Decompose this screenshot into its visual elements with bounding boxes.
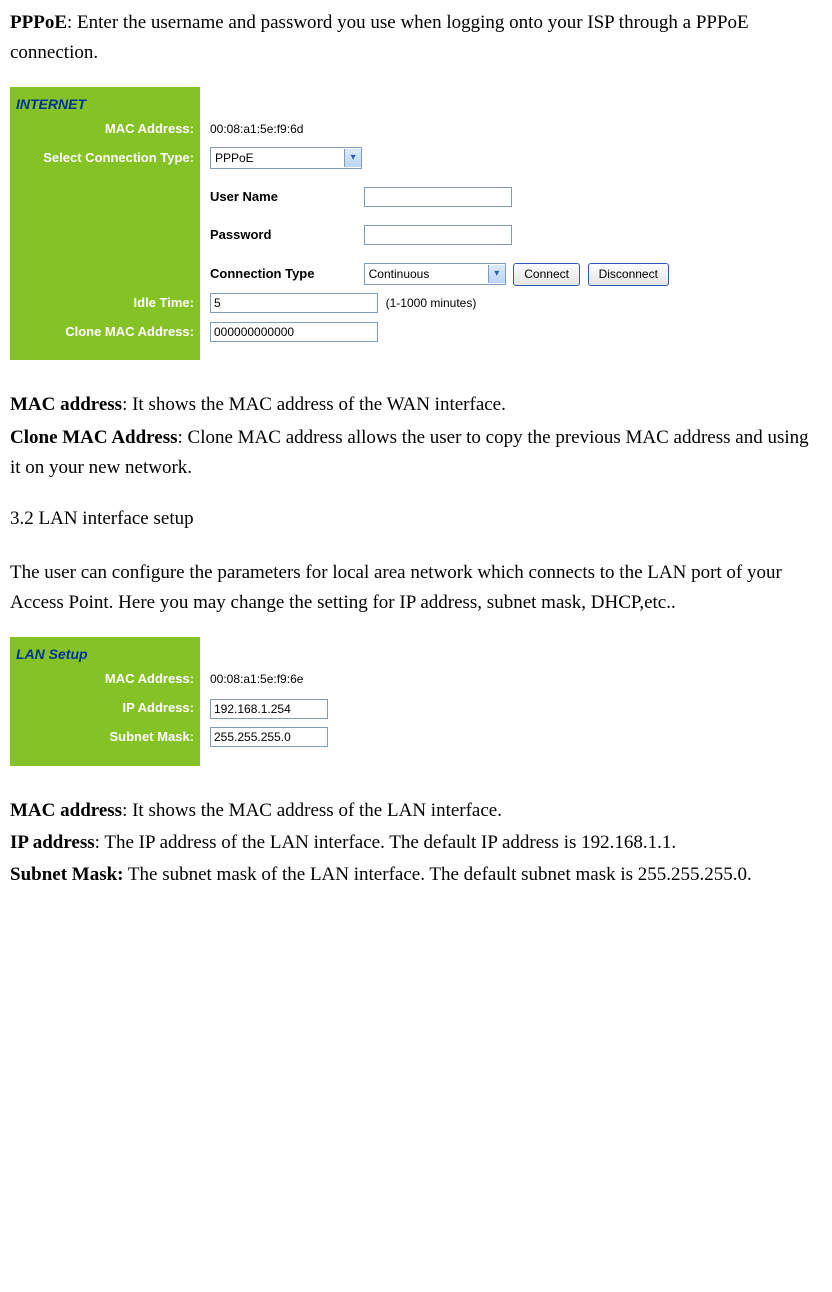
lan-section-para: The user can configure the parameters fo… (10, 558, 822, 619)
lan-ip-label: IP Address: (10, 694, 200, 723)
lan-mask-input[interactable] (210, 727, 328, 747)
lan-heading: LAN Setup (10, 637, 200, 665)
lan-section-heading: 3.2 LAN interface setup (10, 504, 822, 534)
clone-mac-input[interactable] (210, 322, 378, 342)
password-label: Password (210, 225, 360, 246)
username-label: User Name (210, 187, 360, 208)
lan-panel: LAN Setup MAC Address: 00:08:a1:5e:f9:6e… (10, 637, 338, 766)
internet-heading: INTERNET (10, 87, 200, 115)
lan-mask-desc: Subnet Mask: The subnet mask of the LAN … (10, 860, 822, 890)
idle-time-note: (1-1000 minutes) (386, 296, 477, 310)
connect-button[interactable]: Connect (513, 263, 580, 286)
disconnect-button[interactable]: Disconnect (588, 263, 669, 286)
pppoe-conn-type-value: Continuous (365, 265, 488, 284)
lan-mac-desc: MAC address: It shows the MAC address of… (10, 796, 822, 826)
pppoe-text: : Enter the username and password you us… (10, 12, 749, 63)
internet-panel: INTERNET MAC Address: 00:08:a1:5e:f9:6d … (10, 87, 679, 361)
chevron-down-icon: ▾ (344, 149, 361, 167)
clone-mac-label: Clone MAC Address: (10, 318, 200, 347)
lan-ip-desc: IP address: The IP address of the LAN in… (10, 828, 822, 858)
pppoe-label: PPPoE (10, 12, 67, 33)
chevron-down-icon: ▾ (488, 265, 505, 283)
password-input[interactable] (364, 225, 512, 245)
lan-mask-label: Subnet Mask: (10, 723, 200, 752)
pppoe-intro: PPPoE: Enter the username and password y… (10, 8, 822, 69)
mac-address-label: MAC Address: (10, 115, 200, 144)
lan-mac-value: 00:08:a1:5e:f9:6e (210, 672, 303, 686)
mac-address-desc: MAC address: It shows the MAC address of… (10, 390, 822, 420)
pppoe-conn-type-label: Connection Type (210, 264, 360, 285)
clone-mac-desc: Clone MAC Address: Clone MAC address all… (10, 423, 822, 484)
username-input[interactable] (364, 187, 512, 207)
lan-mac-label: MAC Address: (10, 665, 200, 694)
pppoe-conn-type-select[interactable]: Continuous ▾ (364, 263, 506, 285)
connection-type-label: Select Connection Type: (10, 144, 200, 173)
connection-type-select[interactable]: PPPoE ▾ (210, 147, 362, 169)
idle-time-input[interactable] (210, 293, 378, 313)
mac-address-value: 00:08:a1:5e:f9:6d (210, 122, 303, 136)
connection-type-value: PPPoE (211, 149, 344, 168)
lan-ip-input[interactable] (210, 699, 328, 719)
idle-time-label: Idle Time: (10, 289, 200, 318)
